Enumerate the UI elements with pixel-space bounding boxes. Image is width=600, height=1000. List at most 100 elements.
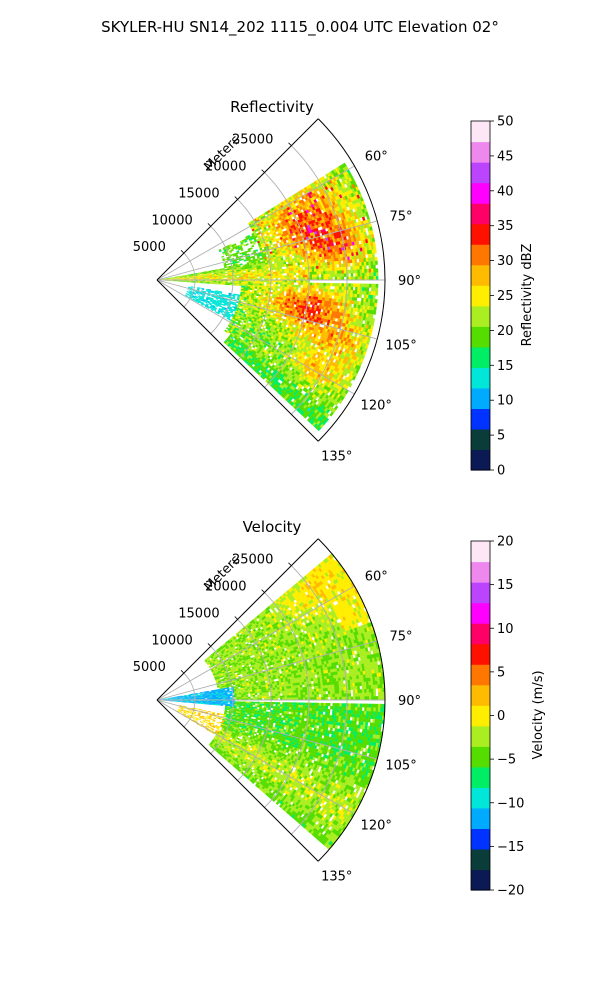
radar-cell xyxy=(188,281,192,283)
radar-cell xyxy=(315,227,319,232)
radar-cell xyxy=(282,284,285,287)
radar-cell xyxy=(319,177,324,182)
radar-cell xyxy=(236,284,240,286)
radar-cell xyxy=(336,195,341,200)
radar-cell xyxy=(245,272,249,274)
radar-cell xyxy=(290,238,294,242)
radar-cell xyxy=(315,291,319,295)
radar-cell xyxy=(341,184,346,190)
colorbar-tick-label: 25 xyxy=(497,289,514,304)
radar-cell xyxy=(354,297,358,302)
radar-cell xyxy=(247,286,251,289)
radar-cell xyxy=(282,275,285,278)
radar-cell xyxy=(340,177,345,182)
colorbar-tick-label: 30 xyxy=(497,254,514,269)
radar-cell xyxy=(256,288,260,291)
radar-cell xyxy=(261,270,265,273)
radar-cell xyxy=(293,267,296,271)
radar-cell xyxy=(234,281,238,283)
radar-cell xyxy=(291,284,294,288)
radar-cell xyxy=(327,267,331,272)
radar-cell xyxy=(295,284,299,288)
radar-cell xyxy=(233,243,237,246)
radar-cell xyxy=(363,265,367,270)
radar-cell xyxy=(229,282,233,285)
radar-cell xyxy=(187,289,190,291)
radar-cell xyxy=(302,282,306,286)
radar-cell xyxy=(239,245,243,249)
radar-cell xyxy=(332,283,336,287)
radar-cell xyxy=(229,277,233,279)
radar-cell xyxy=(350,197,354,202)
radar-cell xyxy=(227,247,231,250)
radar-cell xyxy=(222,275,226,277)
radar-cell xyxy=(360,205,365,210)
radar-cell xyxy=(207,280,210,282)
radar-cell xyxy=(371,272,374,277)
radar-cell xyxy=(257,281,260,284)
radar-cell xyxy=(254,235,258,239)
radar-cell xyxy=(348,177,353,182)
radar-cell xyxy=(244,240,248,243)
radar-cell xyxy=(284,235,288,239)
radar-cell xyxy=(334,289,338,293)
radar-cell xyxy=(314,201,319,206)
radar-cell xyxy=(357,272,361,277)
radar-cell xyxy=(225,276,228,278)
radar-cell xyxy=(179,279,183,280)
radar-cell xyxy=(311,285,315,289)
radar-cell xyxy=(308,194,313,199)
radar-cell xyxy=(359,287,363,291)
radar-cell xyxy=(317,197,322,202)
radar-cell xyxy=(225,252,228,256)
radar-cell xyxy=(298,209,302,214)
radar-cell xyxy=(202,277,206,279)
radar-cell xyxy=(234,277,238,279)
radar-cell xyxy=(375,272,379,277)
radar-cell xyxy=(302,285,306,288)
radar-cell xyxy=(243,273,247,276)
radar-cell xyxy=(303,186,308,191)
radar-cell xyxy=(354,195,359,200)
radar-cell xyxy=(252,274,256,277)
radar-cell xyxy=(345,191,349,196)
radar-cell xyxy=(322,197,327,203)
radar-cell xyxy=(263,270,267,273)
radar-cell xyxy=(282,282,285,285)
radar-cell xyxy=(342,180,347,185)
radar-cell xyxy=(353,182,358,188)
radar-cell xyxy=(300,287,303,291)
radar-cell xyxy=(252,273,256,276)
radar-cell xyxy=(374,256,378,262)
radar-cell xyxy=(320,271,324,275)
radar-cell xyxy=(229,245,233,248)
radar-cell xyxy=(325,274,329,278)
radar-cell xyxy=(213,280,217,283)
colorbar-segment xyxy=(471,182,490,204)
radar-cell xyxy=(343,273,347,277)
radar-cell xyxy=(327,273,331,278)
radar-cell xyxy=(318,193,322,198)
radar-cell xyxy=(336,166,341,171)
radar-cell xyxy=(341,286,345,290)
radar-cell xyxy=(261,245,265,249)
radar-cell xyxy=(331,189,336,195)
radar-cell xyxy=(318,189,323,194)
radar-cell xyxy=(288,289,292,292)
radar-cell xyxy=(300,189,304,194)
radar-cell xyxy=(213,277,217,280)
colorbar-segment xyxy=(471,285,490,307)
radar-cell xyxy=(372,295,376,300)
radar-cell xyxy=(243,283,247,285)
radar-cell xyxy=(349,180,355,186)
colorbar-segment xyxy=(471,428,490,451)
radar-cell xyxy=(238,271,242,273)
radar-cell xyxy=(329,295,333,299)
radar-cell xyxy=(229,283,233,286)
radar-cell xyxy=(275,284,278,287)
range-tick xyxy=(180,250,185,254)
radar-cell xyxy=(277,275,281,278)
radar-cell xyxy=(334,305,338,309)
radar-cell xyxy=(293,289,296,293)
